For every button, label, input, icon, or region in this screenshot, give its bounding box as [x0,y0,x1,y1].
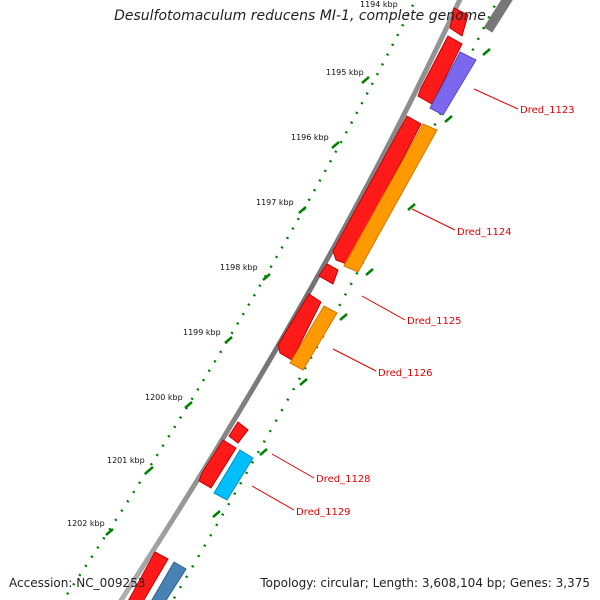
gene-arrow[interactable] [228,421,249,444]
gene-label-dred-1124[interactable]: Dred_1124 [457,227,512,238]
gene-cog-block[interactable] [289,305,338,371]
gene-leaders [251,88,519,511]
gene-label-dred-1128[interactable]: Dred_1128 [316,474,371,485]
gene-label-dred-1123[interactable]: Dred_1123 [520,105,575,116]
tick-label-1200: 1200 kbp [145,393,183,402]
gene-cog-block[interactable] [343,123,438,273]
gene-arrow[interactable] [277,293,322,361]
tick-marks-outer [105,76,370,536]
gene-cog-block[interactable] [149,561,187,600]
gene-cog-block[interactable] [213,449,254,501]
gene-track-red [126,7,469,600]
accession-text: Accession: NC_009253 [9,576,146,590]
genome-summary-text: Topology: circular; Length: 3,608,104 bp… [260,576,590,590]
tick-ring-outer [61,0,417,600]
tick-label-1195: 1195 kbp [326,68,364,77]
gene-arrow[interactable] [449,7,469,37]
genome-backbone-dark [483,0,513,33]
tick-marks-inner [212,48,491,518]
tick-label-1197: 1197 kbp [256,198,294,207]
gene-arrow[interactable] [332,115,422,265]
gene-track-cog [149,51,477,600]
gene-arrow[interactable] [417,35,463,105]
gene-label-dred-1126[interactable]: Dred_1126 [378,368,433,379]
gene-cog-block[interactable] [429,51,477,116]
map-title: Desulfotomaculum reducens MI-1, complete… [114,8,486,24]
tick-label-1202: 1202 kbp [67,519,105,528]
genome-backbone [118,0,463,600]
tick-label-1194: 1194 kbp [360,0,398,9]
gene-arrow[interactable] [126,551,169,600]
gene-label-dred-1125[interactable]: Dred_1125 [407,316,462,327]
gene-arrow[interactable] [318,263,339,285]
gene-label-dred-1129[interactable]: Dred_1129 [296,507,351,518]
gene-arrow[interactable] [198,439,237,489]
tick-label-1196: 1196 kbp [291,133,329,142]
tick-label-1201: 1201 kbp [107,456,145,465]
tick-label-1198: 1198 kbp [220,263,258,272]
tick-label-1199: 1199 kbp [183,328,221,337]
